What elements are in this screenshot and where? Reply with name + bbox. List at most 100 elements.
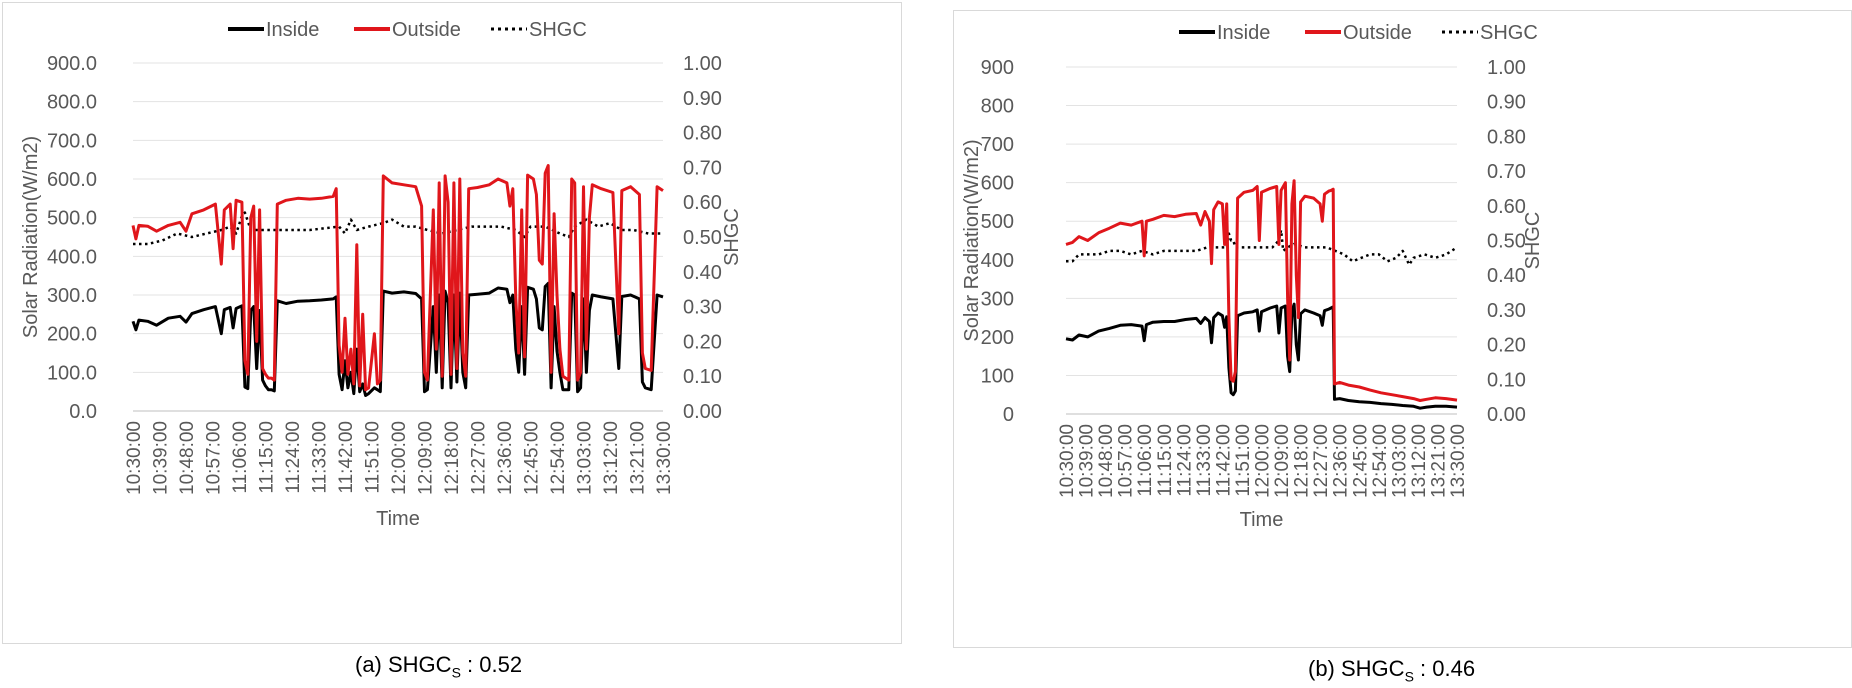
y-tick-label: 500 [981,211,1014,233]
x-tick-label: 10:48:00 [177,421,198,495]
series-line-outside [1065,179,1458,402]
y-axis-label: Solar Radiation(W/m2) [961,139,983,341]
y-tick-label: 600 [981,173,1014,195]
x-tick-label: 11:06:00 [230,421,251,494]
y2-tick-label: 0.60 [683,192,722,214]
x-axis-label: Time [376,508,420,530]
y2-tick-label: 1.00 [683,53,722,75]
x-tick-label: 11:51:00 [363,421,384,494]
x-tick-label: 13:30:00 [654,421,675,495]
y-tick-label: 0.0 [69,401,97,423]
x-tick-label: 12:00:00 [1253,424,1274,498]
y2-tick-label: 0.70 [683,157,722,179]
y-tick-label: 700.0 [47,130,97,152]
y2-tick-label: 0.30 [1487,300,1526,322]
x-tick-label: 12:36:00 [1331,424,1352,498]
legend-label-inside: Inside [266,19,319,41]
y-tick-label: 500.0 [47,208,97,230]
x-tick-label: 13:21:00 [628,421,649,495]
y2-tick-label: 0.50 [1487,231,1526,253]
y-tick-label: 200.0 [47,324,97,346]
chart-a: 0.0 100.0 200.0 300.0 400.0 500.0 600.0 700.0 80… [20,19,743,530]
y-tick-label: 600.0 [47,169,97,191]
y-tick-label: 400.0 [47,246,97,268]
x-tick-label: 12:27:00 [1311,424,1332,498]
chart-b: 0 100 200 300 400 500 600 700 800 900 0.00 0.10 0.20… [961,22,1544,531]
y2-tick-label: 0.40 [683,262,722,284]
legend-label-inside: Inside [1217,22,1270,44]
legend-label-outside: Outside [1343,22,1412,44]
y2-tick-label: 0.30 [683,297,722,319]
y2-axis-label: SHGC [721,208,743,266]
legend-label-shgc: SHGC [1480,22,1538,44]
x-tick-label: 12:18:00 [442,421,463,495]
x-tick-label: 12:54:00 [1370,424,1391,498]
y2-axis-label: SHGC [1522,212,1544,270]
y2-tick-label: 0.90 [683,88,722,110]
y2-tick-label: 0.50 [683,227,722,249]
x-tick-label: 10:39:00 [1077,424,1098,498]
y-tick-label: 700 [981,134,1014,156]
caption-a-text: (a) SHGC [355,652,452,677]
x-tick-label: 11:15:00 [257,421,278,494]
caption-a-sub: S [451,664,461,681]
y-tick-label: 900.0 [47,53,97,75]
caption-b-value: : 0.46 [1413,656,1476,681]
x-tick-label: 12:27:00 [469,421,490,495]
y-tick-label: 800.0 [47,92,97,114]
x-tick-label: 13:21:00 [1428,424,1449,498]
x-tick-label: 13:03:00 [1389,424,1410,498]
y-tick-label: 800 [981,96,1014,118]
x-tick-label: 10:57:00 [1116,424,1137,498]
y2-tick-label: 0.10 [1487,369,1526,391]
x-tick-label: 11:42:00 [1213,424,1234,497]
y-tick-label: 100 [981,365,1014,387]
x-tick-label: 11:51:00 [1233,424,1254,497]
x-tick-label: 11:24:00 [1174,424,1195,497]
series-line-outside [131,164,664,392]
chart-panel-a: 0.0 100.0 200.0 300.0 400.0 500.0 600.0 700.0 80… [2,2,902,644]
x-tick-label: 12:54:00 [548,421,569,495]
y2-tick-label: 0.00 [683,401,722,423]
y2-tick-label: 0.80 [1487,126,1526,148]
x-tick-label: 12:45:00 [1350,424,1371,498]
series-line-inside [131,281,664,397]
y2-tick-label: 0.20 [683,331,722,353]
y2-tick-label: 0.70 [1487,161,1526,183]
caption-a-value: : 0.52 [460,652,523,677]
x-tick-label: 13:12:00 [601,421,622,495]
x-tick-label: 13:12:00 [1409,424,1430,498]
x-tick-label: 11:42:00 [336,421,357,494]
y-tick-label: 400 [981,250,1014,272]
y-tick-label: 300.0 [47,285,97,307]
x-tick-label: 12:45:00 [522,421,543,495]
y2-tick-label: 0.00 [1487,404,1526,426]
y2-tick-label: 0.40 [1487,265,1526,287]
caption-b-text: (b) SHGC [1308,656,1405,681]
chart-panel-b: 0 100 200 300 400 500 600 700 800 900 0.00 0.10 0.20… [953,10,1852,648]
y2-tick-label: 1.00 [1487,57,1526,79]
caption-b-sub: S [1404,668,1414,685]
y-axis-label: Solar Radiation(W/m2) [20,136,42,338]
y-tick-label: 300 [981,288,1014,310]
x-tick-label: 12:36:00 [495,421,516,495]
x-axis-label: Time [1240,509,1284,531]
y-tick-label: 200 [981,327,1014,349]
x-tick-label: 12:09:00 [1272,424,1293,498]
legend-label-shgc: SHGC [529,19,587,41]
x-tick-label: 12:09:00 [416,421,437,495]
x-tick-label: 11:15:00 [1155,424,1176,497]
y2-tick-label: 0.60 [1487,196,1526,218]
x-tick-label: 10:48:00 [1096,424,1117,498]
y2-tick-label: 0.20 [1487,335,1526,357]
x-tick-label: 11:24:00 [283,421,304,494]
x-tick-label: 10:39:00 [151,421,172,495]
x-tick-label: 10:30:00 [124,421,145,495]
x-tick-label: 12:18:00 [1292,424,1313,498]
x-tick-label: 13:30:00 [1448,424,1469,498]
y2-tick-label: 0.10 [683,366,722,388]
x-tick-label: 10:57:00 [204,421,225,495]
legend-label-outside: Outside [392,19,461,41]
y2-tick-label: 0.80 [683,123,722,145]
series-line-shgc [1066,228,1458,267]
